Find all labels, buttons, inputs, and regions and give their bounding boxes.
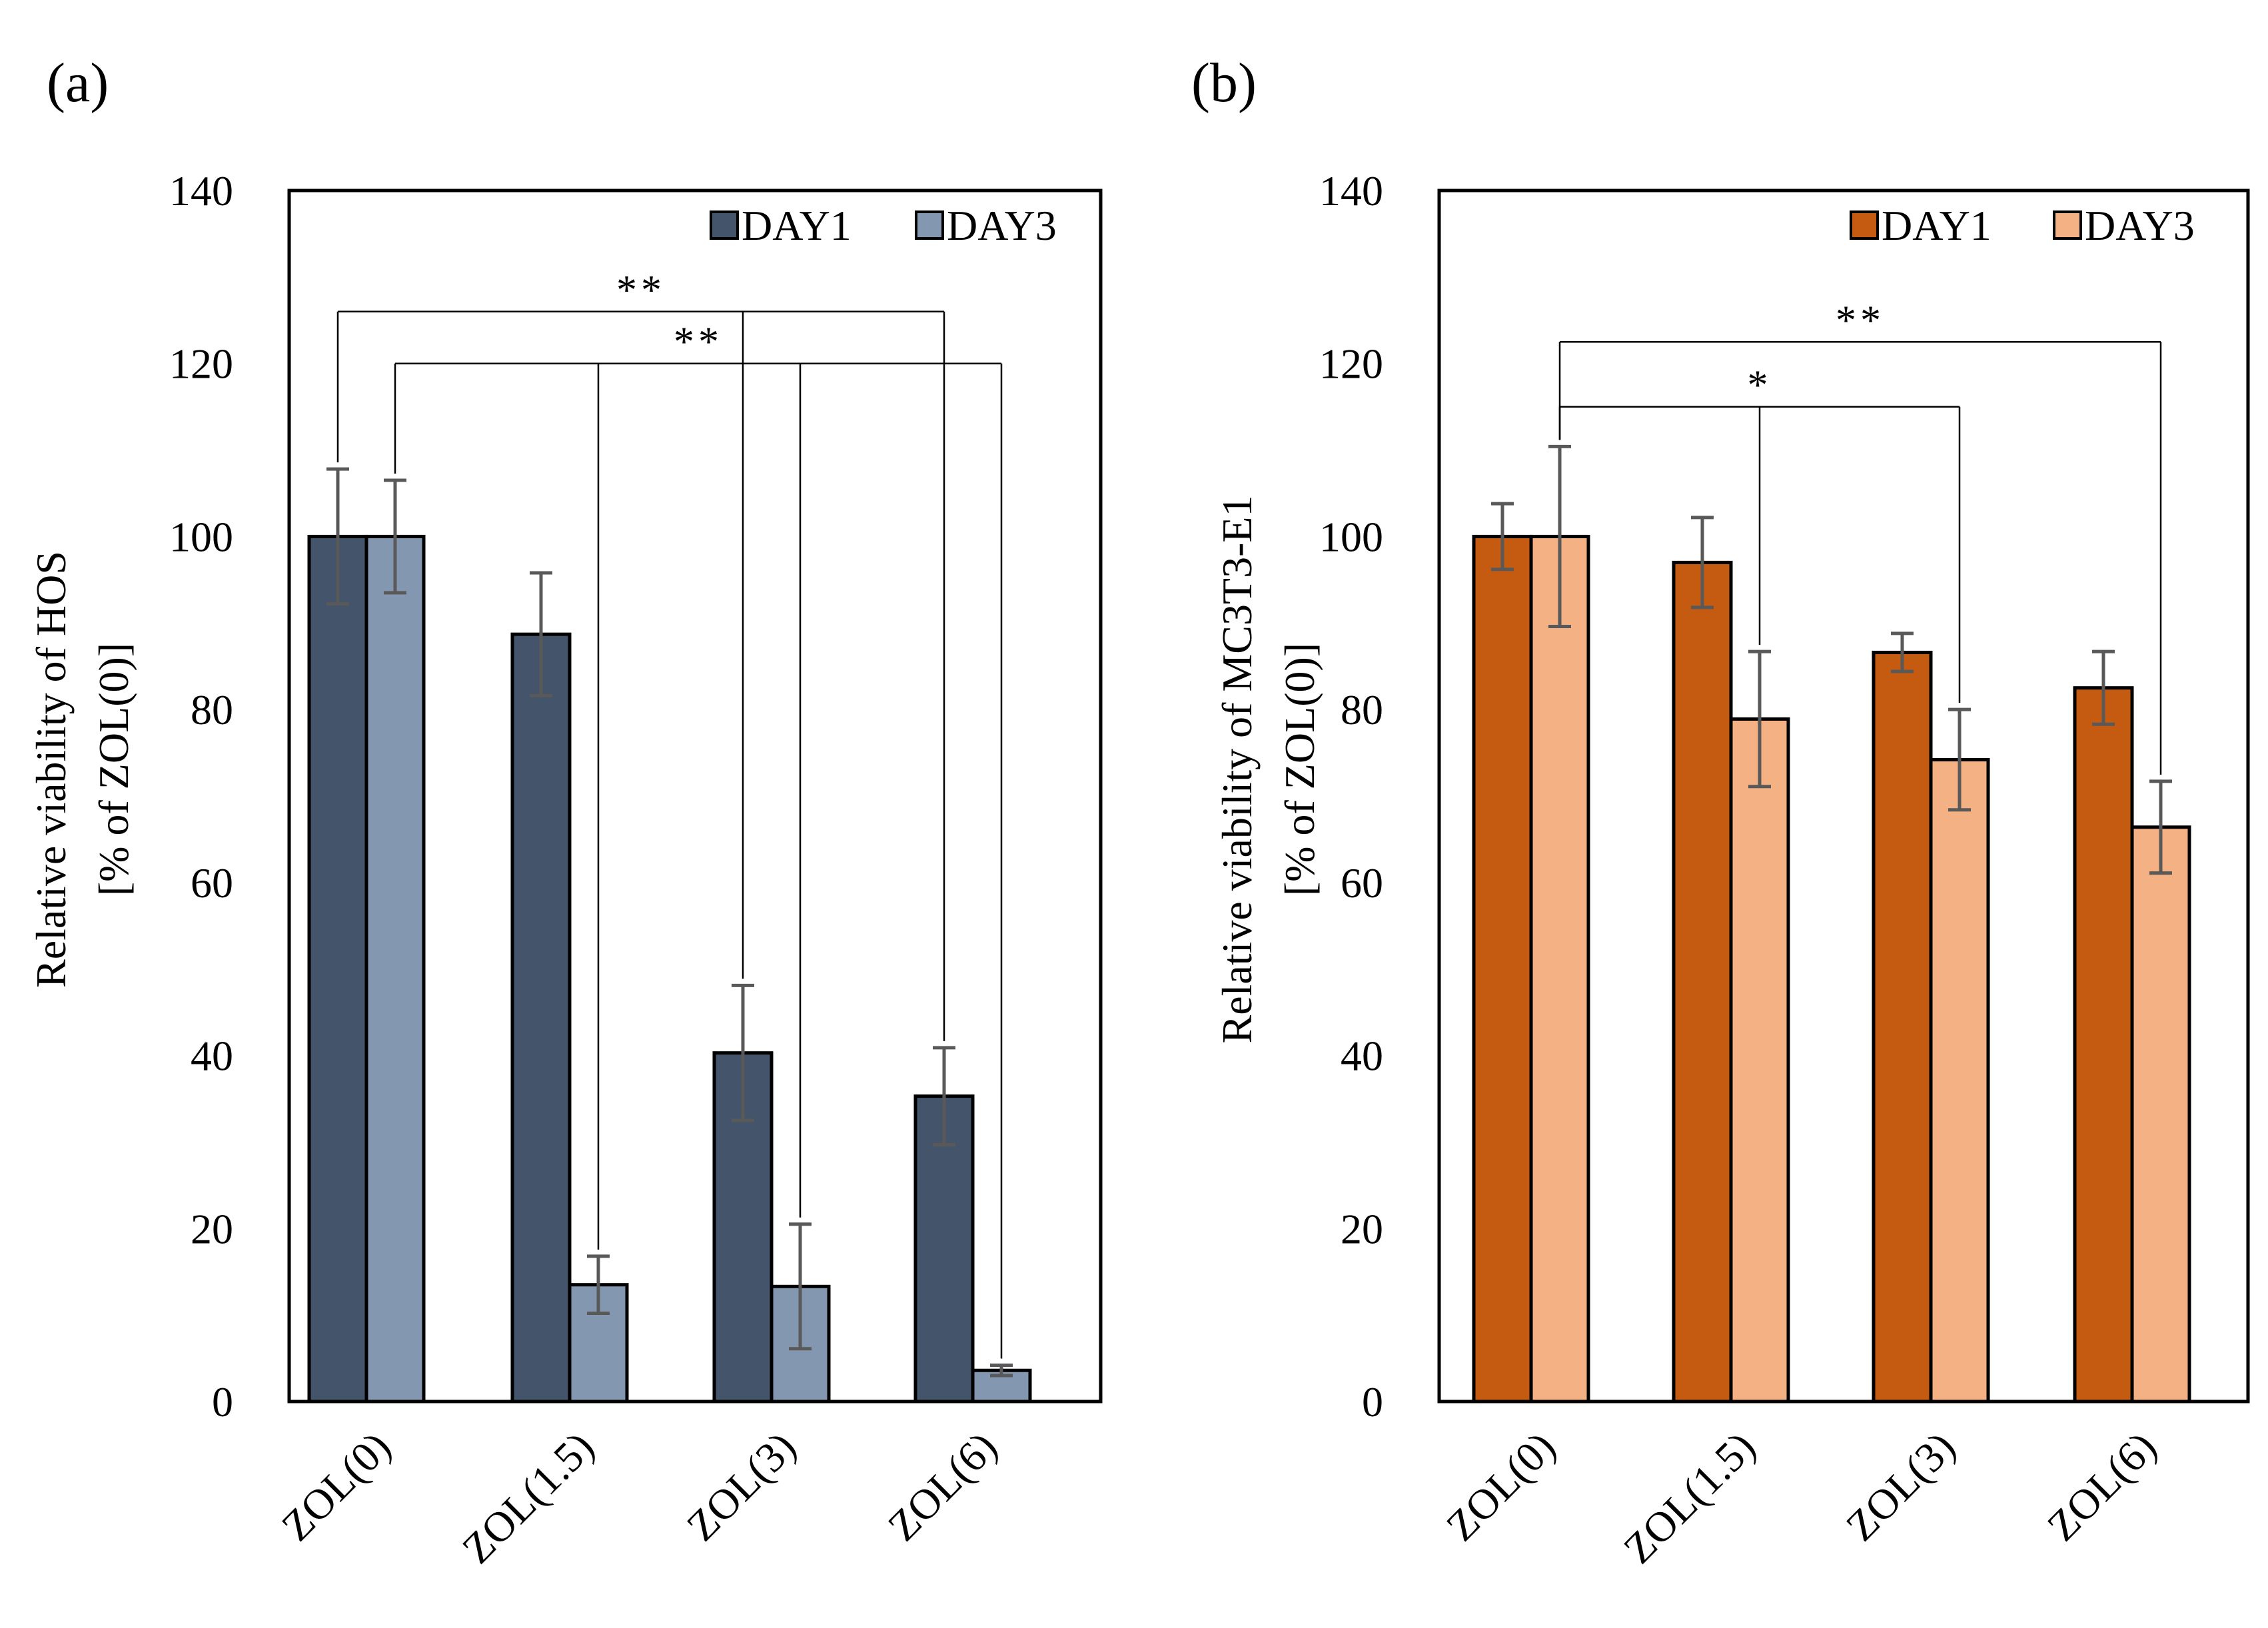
chart-panel-1: (b) 0 20 40 60 80 100 120 140 Relative viability …: [1191, 52, 2250, 1573]
y-tick-label: 0: [212, 1378, 233, 1425]
x-category-label: ZOL(6): [879, 1423, 1006, 1550]
y-tick-label: 100: [169, 513, 233, 560]
y-axis-subtitle: [% of ZOL(0)]: [90, 643, 137, 896]
legend-swatch-day1: [1850, 210, 1879, 240]
bar-day1-0: [1472, 534, 1533, 1404]
x-category-label: ZOL(6): [2038, 1423, 2165, 1550]
bar-day3-3: [2130, 825, 2191, 1404]
y-axis-title: Relative viability of MC3T3-E1: [1213, 496, 1261, 1044]
legend-swatch-day3: [2053, 210, 2082, 240]
bar-day1-2: [1872, 650, 1933, 1404]
x-category-label: ZOL(1.5): [1614, 1423, 1764, 1573]
bar-day3-1: [1729, 717, 1790, 1404]
panel-label: (b): [1191, 52, 1257, 114]
bar-day3-0: [1529, 534, 1590, 1404]
significance-label: **: [1836, 298, 1885, 343]
plot-area-frame: [1437, 189, 2250, 1404]
y-tick-label: 40: [191, 1032, 233, 1080]
x-category-label: ZOL(1.5): [453, 1423, 603, 1573]
plot-area-frame: [287, 189, 1103, 1404]
y-tick-label: 120: [1319, 340, 1383, 388]
y-tick-label: 80: [191, 686, 233, 733]
y-tick-label: 100: [1319, 513, 1383, 560]
y-tick-label: 20: [1341, 1205, 1383, 1252]
legend-swatch-day3: [915, 210, 944, 240]
bar-day3-0: [364, 534, 426, 1404]
y-tick-label: 60: [191, 859, 233, 907]
y-tick-label: 40: [1341, 1032, 1383, 1080]
bar-day1-3: [2073, 686, 2134, 1404]
bar-day1-3: [913, 1094, 975, 1404]
y-tick-label: 120: [169, 340, 233, 388]
y-tick-label: 80: [1341, 686, 1383, 733]
x-category-label: ZOL(3): [678, 1423, 805, 1550]
panel-label: (a): [47, 52, 109, 114]
significance-label: *: [1748, 363, 1772, 408]
bar-day1-1: [1672, 560, 1733, 1404]
y-tick-label: 20: [191, 1205, 233, 1252]
bar-day1-0: [307, 534, 368, 1404]
y-axis-subtitle: [% of ZOL(0)]: [1276, 643, 1323, 896]
legend-label: DAY1: [1882, 202, 1991, 249]
chart-panel-0: (a) 0 20 40 60 80 100 120 140 Relative viability …: [27, 52, 1103, 1573]
legend-label: DAY3: [2085, 202, 2195, 249]
y-tick-label: 140: [169, 167, 233, 214]
legend-label: DAY1: [742, 202, 851, 249]
legend-label: DAY3: [947, 202, 1057, 249]
x-category-label: ZOL(0): [273, 1423, 400, 1550]
y-tick-label: 140: [1319, 167, 1383, 214]
bar-day3-2: [1929, 757, 1990, 1404]
bar-day1-1: [510, 632, 572, 1404]
legend-swatch-day1: [710, 210, 739, 240]
x-category-label: ZOL(3): [1837, 1423, 1964, 1550]
y-tick-label: 60: [1341, 859, 1383, 907]
y-axis-title: Relative viability of HOS: [27, 551, 75, 988]
y-tick-label: 0: [1362, 1378, 1383, 1425]
significance-label: **: [674, 320, 723, 365]
x-category-label: ZOL(0): [1437, 1423, 1564, 1550]
significance-label: **: [616, 268, 666, 313]
